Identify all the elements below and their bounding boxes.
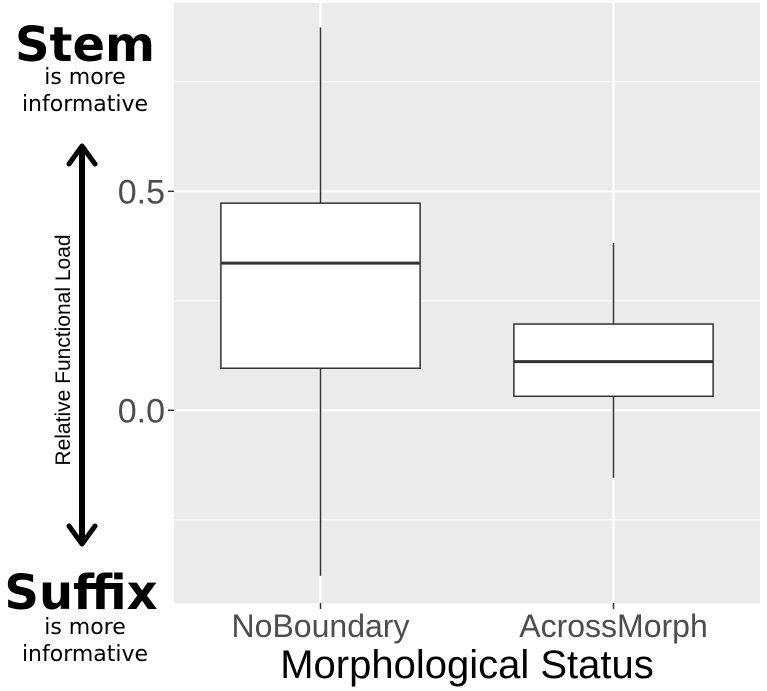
suffix-label: Suffix	[4, 565, 158, 621]
box-noboundary	[220, 27, 421, 576]
y-axis-title: Relative Functional Load	[52, 234, 75, 465]
box-acrossmorph	[513, 243, 714, 478]
x-axis-title: Morphological Status	[280, 643, 654, 687]
y-axis: 0.0 0.5	[118, 173, 174, 430]
y-tick-label: 0.0	[118, 392, 165, 430]
stem-label: Stem	[14, 17, 156, 73]
arrow-head-down	[66, 523, 98, 547]
interquartile-box	[220, 202, 421, 370]
x-axis: NoBoundary AcrossMorph	[232, 603, 708, 644]
suffix-caption: is more informative	[0, 614, 170, 668]
double-arrow	[66, 143, 98, 547]
stem-caption-line-1: is more	[44, 65, 126, 90]
stem-caption: is more informative	[0, 64, 170, 118]
stem-caption-line-2: informative	[21, 92, 149, 117]
suffix-caption-line-2: informative	[21, 642, 149, 667]
y-tick-label: 0.5	[118, 173, 165, 211]
arrow-head-up	[66, 143, 98, 167]
suffix-caption-line-1: is more	[44, 615, 126, 640]
x-tick-label: NoBoundary	[232, 608, 410, 644]
x-tick-label: AcrossMorph	[519, 608, 708, 644]
box-series	[220, 27, 714, 576]
interquartile-box	[513, 323, 714, 398]
